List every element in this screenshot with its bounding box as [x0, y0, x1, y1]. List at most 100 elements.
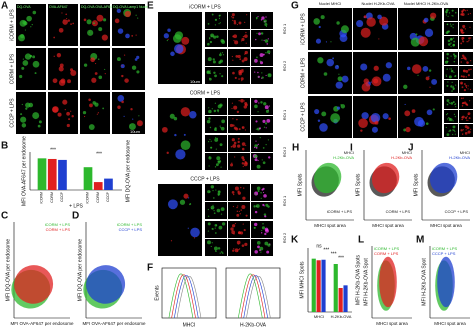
micrograph-spot: [465, 84, 468, 87]
micrograph-spot: [465, 129, 467, 131]
scale-bar-label: 10um: [190, 79, 201, 84]
micrograph-spot: [98, 27, 103, 32]
micrograph-spot: [462, 133, 464, 135]
micrograph-spot: [233, 21, 237, 25]
micrograph-spot: [28, 102, 34, 108]
micrograph-spot: [235, 55, 239, 58]
micrograph-spot: [231, 230, 236, 235]
micrograph-spot: [232, 118, 234, 120]
micrograph-spot: [258, 32, 261, 36]
micrograph-spot: [215, 148, 217, 150]
micrograph-spot: [460, 75, 463, 78]
point-cloud: [437, 256, 455, 308]
micrograph-spot: [130, 108, 133, 111]
micrograph-spot: [208, 117, 211, 120]
micrograph-spot: [240, 77, 244, 81]
micrograph-spot: [231, 191, 235, 194]
micrograph-spot: [360, 129, 363, 132]
micrograph-spot: [254, 71, 256, 73]
micrograph-spot: [96, 113, 98, 115]
micrograph-spot: [360, 27, 371, 38]
micrograph-spot: [59, 63, 64, 68]
micrograph-spot: [30, 26, 32, 28]
micrograph-spot: [454, 130, 456, 133]
micrograph-spot: [265, 74, 267, 77]
micrograph-spot: [98, 75, 103, 80]
micrograph-spot: [363, 78, 369, 84]
micrograph-spot: [461, 116, 463, 119]
micrograph-spot: [210, 205, 215, 210]
micrograph-spot: [449, 37, 453, 41]
micrograph-spot: [180, 140, 191, 151]
micrograph-spot: [19, 74, 23, 79]
micrograph-spot: [460, 61, 463, 63]
micrograph-spot: [231, 107, 233, 110]
micrograph-spot: [254, 158, 258, 162]
micrograph-spot: [207, 23, 210, 25]
micrograph-spot: [447, 15, 449, 17]
axis-label: MFI H-2Kb-OVA Spot: [363, 258, 369, 306]
micrograph-spot: [120, 64, 125, 69]
micrograph-spot: [465, 59, 467, 61]
micrograph-spot: [404, 110, 411, 117]
micrograph-spot: [233, 20, 237, 23]
micrograph-spot: [445, 126, 447, 129]
panel-letter: H: [292, 143, 299, 154]
micrograph-spot: [363, 15, 367, 19]
significance: ***: [50, 147, 56, 153]
micrograph-spot: [221, 119, 225, 124]
micrograph-spot: [207, 230, 210, 232]
micrograph-spot: [219, 22, 221, 24]
micrograph-spot: [465, 119, 468, 121]
micrograph-spot: [462, 129, 464, 131]
micrograph-spot: [330, 113, 341, 123]
micrograph-spot: [66, 123, 70, 128]
legend-label: H-2Kb-OVA: [449, 155, 470, 160]
micrograph-spot: [230, 145, 233, 148]
micrograph-spot: [325, 41, 328, 43]
micrograph-spot: [67, 19, 70, 22]
micrograph: [251, 67, 273, 84]
micrograph-spot: [231, 224, 236, 228]
micrograph-spot: [212, 58, 215, 61]
micrograph-spot: [131, 65, 137, 70]
micrograph-spot: [70, 110, 72, 112]
micrograph-spot: [256, 56, 258, 59]
micrograph-spot: [264, 227, 269, 232]
micrograph-spot: [183, 133, 186, 136]
axis-label: H-2Kb-OVA: [240, 322, 267, 328]
micrograph-spot: [68, 118, 71, 121]
micrograph-spot: [264, 39, 269, 43]
micrograph-spot: [231, 138, 235, 142]
micrograph: [251, 12, 273, 29]
micrograph-spot: [461, 31, 464, 34]
micrograph: [205, 98, 227, 115]
micrograph-spot: [237, 243, 239, 245]
micrograph-spot: [214, 138, 219, 142]
micrograph-spot: [463, 101, 467, 105]
micrograph-spot: [469, 26, 471, 28]
micrograph-spot: [265, 144, 267, 146]
micrograph-spot: [234, 222, 237, 225]
micrograph-spot: [219, 125, 221, 127]
micrograph-spot: [236, 110, 240, 114]
micrograph-spot: [170, 240, 173, 242]
micrograph-spot: [240, 209, 242, 211]
micrograph-spot: [461, 105, 464, 107]
micrograph-spot: [22, 58, 24, 60]
micrograph-spot: [264, 105, 269, 110]
micrograph-spot: [32, 112, 40, 120]
micrograph-spot: [462, 24, 466, 28]
axis-label: Events: [154, 285, 160, 301]
micrograph-spot: [219, 14, 221, 17]
micrograph-spot: [446, 60, 449, 63]
micrograph-spot: [20, 116, 27, 123]
micrograph-spot: [229, 123, 234, 128]
micrograph-spot: [256, 157, 258, 159]
micrograph-spot: [22, 60, 29, 66]
bar: [333, 264, 338, 312]
micrograph: [205, 184, 227, 201]
micrograph-spot: [467, 112, 471, 115]
micrograph-spot: [422, 66, 429, 72]
micrograph: [308, 96, 352, 138]
